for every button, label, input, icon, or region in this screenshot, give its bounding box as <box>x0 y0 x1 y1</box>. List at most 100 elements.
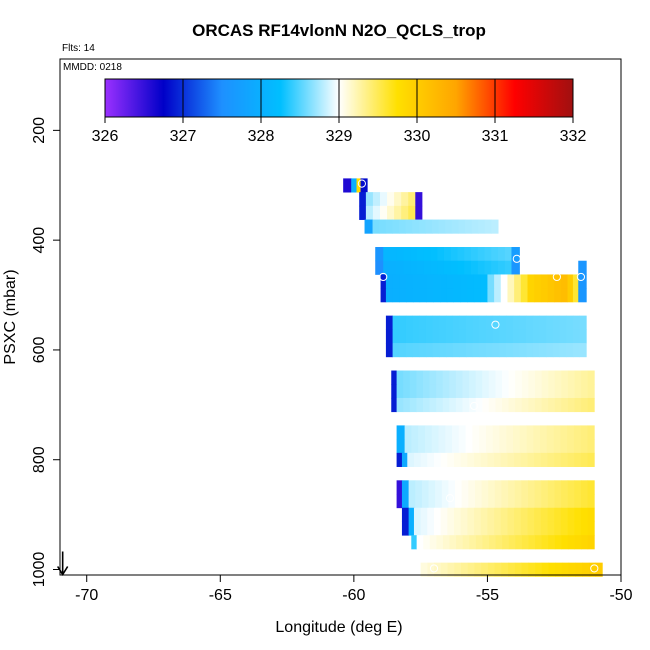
heatmap-cell <box>534 288 542 303</box>
y-tick-label: 600 <box>31 336 48 363</box>
heatmap-cell <box>410 260 418 275</box>
heatmap-cell <box>403 260 411 275</box>
heatmap-cell <box>548 397 556 413</box>
heatmap-cell <box>528 384 536 399</box>
heatmap-cell <box>467 274 475 289</box>
heatmap-cell <box>553 439 561 454</box>
heatmap-cell <box>427 507 435 522</box>
heatmap-cell <box>480 452 488 467</box>
heatmap-cell <box>502 370 510 385</box>
heatmap-cell <box>458 219 466 234</box>
heatmap-cell <box>499 425 507 440</box>
heatmap-cell <box>372 205 381 220</box>
heatmap-cell <box>412 219 420 234</box>
heatmap-cell <box>506 425 514 440</box>
heatmap-cell <box>494 288 502 303</box>
heatmap-cell <box>500 507 508 522</box>
heatmap-cell <box>581 397 589 413</box>
heatmap-cell <box>399 274 407 289</box>
heatmap-cell <box>380 288 387 303</box>
heatmap-cell <box>572 274 579 289</box>
heatmap-cell <box>436 535 444 550</box>
heatmap-cell <box>484 247 492 262</box>
heatmap-cell <box>528 535 536 550</box>
heatmap-cell <box>575 562 583 577</box>
heatmap-cell <box>468 480 476 495</box>
heatmap-cell <box>392 329 400 344</box>
heatmap-cell <box>561 397 569 413</box>
heatmap-cell <box>464 260 472 275</box>
heatmap-cell <box>534 384 542 399</box>
heatmap-cell <box>359 205 367 220</box>
heatmap-cell <box>485 425 494 440</box>
heatmap-cell <box>411 425 419 440</box>
heatmap-cell <box>409 397 417 413</box>
heatmap-cell <box>588 562 596 577</box>
heatmap-cell <box>412 288 421 303</box>
heatmap-cell <box>567 274 574 289</box>
y-axis: 200 400 600 800 1000 <box>31 117 60 587</box>
heatmap-cell <box>419 274 427 289</box>
heatmap-cell <box>539 329 547 344</box>
heatmap-cell <box>457 260 465 275</box>
heatmap-cell <box>392 274 400 289</box>
heatmap-cell <box>392 288 400 303</box>
heatmap-cell <box>464 247 472 262</box>
heatmap-cell <box>500 452 508 467</box>
heatmap-cell <box>446 343 454 358</box>
x-tick-label: -70 <box>75 587 98 604</box>
wind-arrow-head <box>56 566 69 577</box>
heatmap-cell <box>403 397 411 413</box>
heatmap-cell <box>436 370 444 385</box>
heatmap-cell <box>399 288 407 303</box>
heatmap-cell <box>540 288 548 303</box>
heatmap-cell <box>472 343 480 358</box>
heatmap-cell <box>411 439 419 454</box>
heatmap-cell <box>482 384 490 399</box>
heatmap-cell <box>552 343 560 358</box>
heatmap-cell <box>396 260 404 275</box>
heatmap-cell <box>466 315 474 330</box>
y-axis-label: PSXC (mbar) <box>2 269 19 364</box>
heatmap-cell <box>421 480 429 495</box>
heatmap-cell <box>455 384 463 399</box>
heatmap-cell <box>560 439 568 454</box>
heatmap-cell <box>554 535 562 550</box>
heatmap-cell <box>466 343 474 358</box>
heatmap-cell <box>410 247 418 262</box>
heatmap-cell <box>519 343 527 358</box>
heatmap-cell <box>399 343 407 358</box>
heatmap-cell <box>471 219 479 234</box>
colorbar-tick-label: 330 <box>404 128 431 145</box>
heatmap-cell <box>431 425 439 440</box>
heatmap-cell <box>461 494 469 509</box>
heatmap-cell <box>492 329 500 344</box>
heatmap-cell <box>447 521 455 536</box>
heatmap-cell <box>419 315 427 330</box>
heatmap-cell <box>495 535 503 550</box>
heatmap-cell <box>574 507 582 522</box>
heatmap-cell <box>547 494 555 509</box>
heatmap-cell <box>427 521 435 536</box>
heatmap-cell <box>408 494 416 509</box>
heatmap-cell <box>506 439 514 454</box>
heatmap-cell <box>553 425 561 440</box>
heatmap-cell <box>559 329 567 344</box>
heatmap-cell <box>456 535 464 550</box>
y-tick-label: 1000 <box>31 552 48 588</box>
heatmap-cell <box>432 329 440 344</box>
heatmap-cell <box>519 439 527 454</box>
heatmap-cell <box>488 494 496 509</box>
heatmap-cell <box>475 384 483 399</box>
heatmap-cell <box>507 452 515 467</box>
heatmap-cell <box>508 397 516 413</box>
heatmap-cell <box>422 397 430 413</box>
heatmap-cell <box>497 247 506 262</box>
heatmap-cell <box>580 521 589 536</box>
heatmap-cell <box>535 562 543 577</box>
heatmap-cell <box>474 507 482 522</box>
heatmap-cell <box>419 343 427 358</box>
heatmap-cell <box>492 439 500 454</box>
heatmap-cell <box>474 521 482 536</box>
heatmap-cell <box>527 274 535 289</box>
